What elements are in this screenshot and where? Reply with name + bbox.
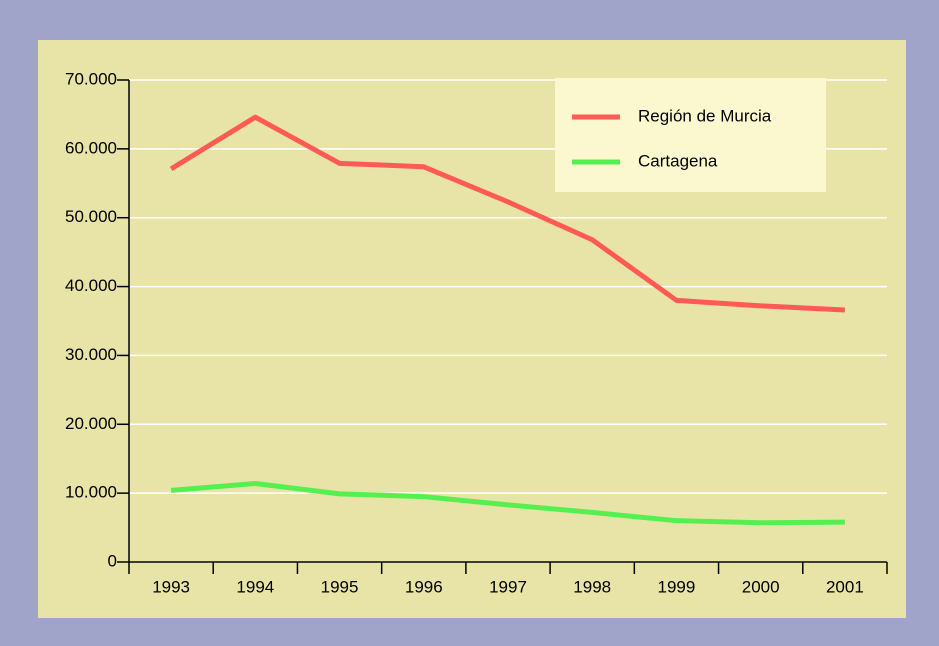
y-tick-label: 40.000 xyxy=(65,276,117,295)
x-tick-label: 1997 xyxy=(489,577,527,596)
x-tick-label: 2000 xyxy=(742,577,780,596)
x-tick-label: 2001 xyxy=(826,577,864,596)
y-tick-label: 0 xyxy=(108,551,117,570)
x-tick-label: 1994 xyxy=(236,577,274,596)
y-tick-label: 30.000 xyxy=(65,345,117,364)
series-line xyxy=(170,481,845,526)
legend-label: Región de Murcia xyxy=(638,106,772,125)
y-tick-label: 50.000 xyxy=(65,207,117,226)
legend-label: Cartagena xyxy=(638,151,718,170)
y-tick-label: 10.000 xyxy=(65,483,117,502)
y-tick-label: 70.000 xyxy=(65,69,117,88)
y-tick-label: 20.000 xyxy=(65,414,117,433)
x-tick-label: 1998 xyxy=(573,577,611,596)
y-tick-label: 60.000 xyxy=(65,138,117,157)
series-line xyxy=(169,114,846,313)
x-tick-label: 1995 xyxy=(321,577,359,596)
x-tick-label: 1999 xyxy=(658,577,696,596)
legend-box xyxy=(555,78,826,192)
x-tick-label: 1993 xyxy=(152,577,190,596)
x-tick-label: 1996 xyxy=(405,577,443,596)
